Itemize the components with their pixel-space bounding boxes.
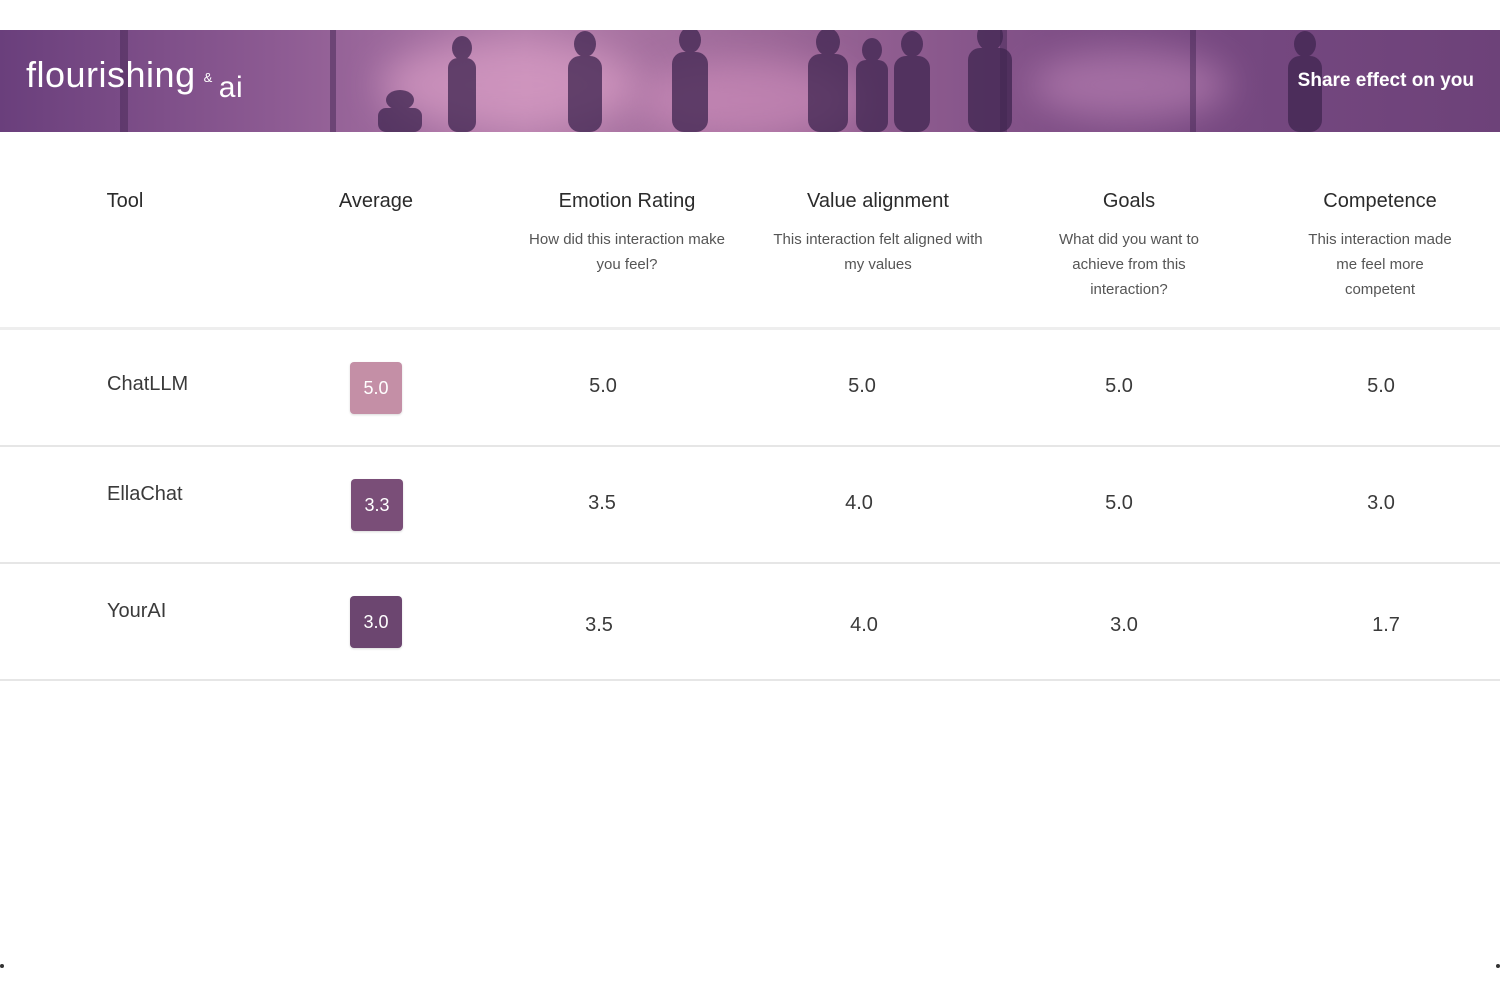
average-badge: 3.0 — [350, 596, 402, 648]
goals-value: 5.0 — [1105, 375, 1133, 397]
column-header-tool: Tool — [15, 190, 235, 213]
competence-value: 5.0 — [1367, 375, 1395, 397]
emotion-rating-value: 3.5 — [588, 492, 616, 514]
crowd-silhouette-illustration — [120, 30, 1322, 132]
app-logo[interactable]: flourishing & ai — [26, 54, 243, 104]
table-row[interactable]: ChatLLM 5.0 5.0 5.0 5.0 5.0 — [0, 330, 1500, 447]
value-alignment-value: 4.0 — [845, 492, 873, 514]
column-header-competence: Competence This interaction made me feel… — [1270, 190, 1490, 302]
column-header-value-alignment: Value alignment This interaction felt al… — [768, 190, 988, 277]
column-title: Value alignment — [807, 190, 949, 212]
column-title: Goals — [1102, 190, 1156, 212]
value-alignment-value: 4.0 — [850, 614, 878, 636]
window-corner — [0, 964, 4, 968]
column-title: Tool — [106, 190, 144, 212]
logo-ai: ai — [218, 71, 244, 104]
competence-value: 1.7 — [1372, 614, 1400, 636]
table-row[interactable]: YourAI 3.0 3.5 4.0 3.0 1.7 — [0, 564, 1500, 681]
column-header-emotion-rating: Emotion Rating How did this interaction … — [517, 190, 737, 277]
column-subtitle: How did this interaction make you feel? — [529, 231, 725, 273]
tool-name: ChatLLM — [107, 373, 189, 395]
goals-value: 3.0 — [1110, 614, 1138, 636]
column-title: Average — [338, 190, 414, 212]
header-banner: flourishing & ai Share effect on you — [0, 30, 1500, 132]
competence-value: 3.0 — [1367, 492, 1395, 514]
emotion-rating-value: 3.5 — [585, 614, 613, 636]
tool-name: EllaChat — [107, 483, 183, 505]
average-badge: 5.0 — [350, 362, 402, 414]
results-table: Tool Average Emotion Rating How did this… — [0, 132, 1500, 681]
window-corner — [1496, 964, 1500, 968]
column-subtitle: This interaction felt aligned with my va… — [773, 231, 983, 273]
goals-value: 5.0 — [1105, 492, 1133, 514]
logo-ampersand: & — [203, 69, 213, 85]
share-effect-link[interactable]: Share effect on you — [1297, 70, 1474, 91]
column-subtitle: This interaction made me feel more compe… — [1308, 231, 1452, 298]
column-title: Competence — [1323, 190, 1437, 212]
column-subtitle: What did you want to achieve from this i… — [1058, 231, 1200, 298]
emotion-rating-value: 5.0 — [589, 375, 617, 397]
logo-word: flourishing — [26, 54, 196, 95]
value-alignment-value: 5.0 — [848, 375, 876, 397]
table-header: Tool Average Emotion Rating How did this… — [0, 132, 1500, 330]
average-badge: 3.3 — [351, 479, 403, 531]
column-title: Emotion Rating — [558, 190, 696, 212]
column-header-goals: Goals What did you want to achieve from … — [1019, 190, 1239, 302]
table-row[interactable]: EllaChat 3.3 3.5 4.0 5.0 3.0 — [0, 447, 1500, 564]
column-header-average: Average — [266, 190, 486, 213]
app-frame: flourishing & ai Share effect on you Tool … — [0, 30, 1500, 967]
tool-name: YourAI — [107, 600, 167, 622]
